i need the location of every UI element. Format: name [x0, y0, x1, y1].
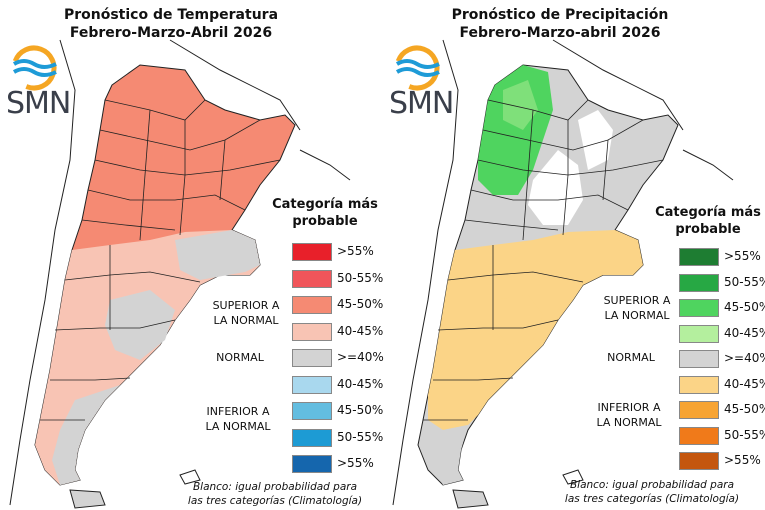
smn-logo-right: SMN [383, 44, 454, 134]
precipitation-legend-title: Categoría más probable [653, 204, 763, 238]
temperature-cat-inferior-1: INFERIOR A [206, 405, 270, 418]
right-legend-label: 40-45% [724, 376, 765, 391]
right-legend-swatch [679, 401, 719, 419]
precipitation-cat-superior: SUPERIOR A LA NORMAL [591, 293, 683, 323]
temperature-legend-title-1: Categoría más [272, 197, 378, 212]
temperature-cat-inferior: INFERIOR A LA NORMAL [192, 404, 284, 434]
left-legend-label: 45-50% [337, 297, 384, 311]
precipitation-title-line1: Pronóstico de Precipitación [451, 7, 669, 23]
left-legend-label: 50-55% [337, 270, 384, 285]
precipitation-cat-inferior: INFERIOR A LA NORMAL [583, 400, 675, 430]
precipitation-legend-title-1: Categoría más [655, 205, 761, 220]
temperature-panel: Pronóstico de Temperatura Febrero-Marzo-… [0, 0, 384, 510]
left-legend-label: 40-45% [337, 323, 384, 338]
right-legend-label: 50-55% [724, 427, 765, 442]
left-legend-swatch [292, 349, 332, 367]
left-legend-label: 50-55% [337, 429, 384, 444]
right-legend-swatch [679, 248, 719, 266]
precipitation-cat-superior-1: SUPERIOR A [603, 294, 671, 307]
left-legend-label: >55% [337, 244, 374, 258]
precipitation-title-line2: Febrero-Marzo-abril 2026 [459, 25, 661, 41]
temperature-legend-title-2: probable [292, 214, 358, 229]
left-legend-label: 40-45% [337, 376, 384, 391]
left-legend-label: >=40% [337, 350, 384, 364]
smn-logo-mark [11, 45, 57, 91]
right-legend-swatch [679, 299, 719, 317]
temperature-cat-superior: SUPERIOR A LA NORMAL [200, 298, 292, 328]
left-legend-swatch [292, 375, 332, 394]
right-legend-swatch [679, 452, 719, 470]
precipitation-cat-superior-2: LA NORMAL [604, 309, 670, 322]
temperature-cat-inferior-2: LA NORMAL [205, 420, 271, 433]
temperature-footnote-1: Blanco: igual probabilidad para [192, 481, 358, 493]
right-legend-label: 40-45% [724, 325, 765, 340]
right-legend-swatch [679, 375, 719, 394]
precipitation-cat-inferior-2: LA NORMAL [596, 416, 662, 429]
temperature-title: Pronóstico de Temperatura Febrero-Marzo-… [0, 6, 362, 42]
precipitation-legend-title-2: probable [675, 222, 741, 237]
right-legend-label: >55% [724, 453, 761, 467]
right-legend-label: 45-50% [724, 402, 765, 416]
left-legend-label: 45-50% [337, 403, 384, 417]
right-legend-swatch [679, 350, 719, 368]
temperature-legend-title: Categoría más probable [270, 196, 380, 230]
temperature-cat-superior-1: SUPERIOR A [212, 299, 280, 312]
precipitation-panel: Pronóstico de Precipitación Febrero-Marz… [383, 0, 765, 510]
left-legend-swatch [292, 243, 332, 261]
right-legend-swatch [679, 273, 719, 292]
right-legend-label: >55% [724, 249, 761, 263]
precipitation-cat-normal: NORMAL [591, 350, 671, 365]
smn-logo-mark-right [394, 45, 440, 91]
precipitation-map [392, 39, 734, 509]
precipitation-cat-inferior-1: INFERIOR A [597, 401, 661, 414]
right-legend-swatch [679, 324, 719, 343]
right-legend-label: >=40% [724, 351, 765, 365]
temperature-cat-normal: NORMAL [200, 350, 280, 365]
temperature-title-line1: Pronóstico de Temperatura [63, 7, 279, 23]
left-legend-swatch [292, 402, 332, 420]
temperature-map [9, 39, 351, 509]
left-legend-swatch [292, 322, 332, 341]
precipitation-footnote: Blanco: igual probabilidad para las tres… [547, 478, 757, 506]
precipitation-cat-normal-label: NORMAL [607, 351, 655, 364]
left-legend-swatch [292, 428, 332, 447]
right-legend-label: 45-50% [724, 300, 765, 314]
temperature-cat-normal-label: NORMAL [216, 351, 264, 364]
temperature-title-line2: Febrero-Marzo-Abril 2026 [69, 25, 273, 41]
temperature-footnote-2: las tres categorías (Climatología) [187, 495, 363, 507]
left-legend-swatch [292, 296, 332, 314]
precipitation-footnote-2: las tres categorías (Climatología) [564, 493, 740, 505]
precipitation-footnote-1: Blanco: igual probabilidad para [569, 479, 735, 491]
smn-logo-text-right: SMN [389, 86, 454, 121]
right-legend-label: 50-55% [724, 274, 765, 289]
temperature-cat-superior-2: LA NORMAL [213, 314, 279, 327]
right-legend-swatch [679, 426, 719, 445]
precipitation-title: Pronóstico de Precipitación Febrero-Marz… [369, 6, 751, 42]
smn-logo: SMN [0, 44, 71, 134]
temperature-footnote: Blanco: igual probabilidad para las tres… [170, 480, 380, 508]
left-legend-label: >55% [337, 456, 374, 470]
left-legend-swatch [292, 455, 332, 473]
left-legend-swatch [292, 269, 332, 288]
smn-logo-text: SMN [6, 86, 71, 121]
